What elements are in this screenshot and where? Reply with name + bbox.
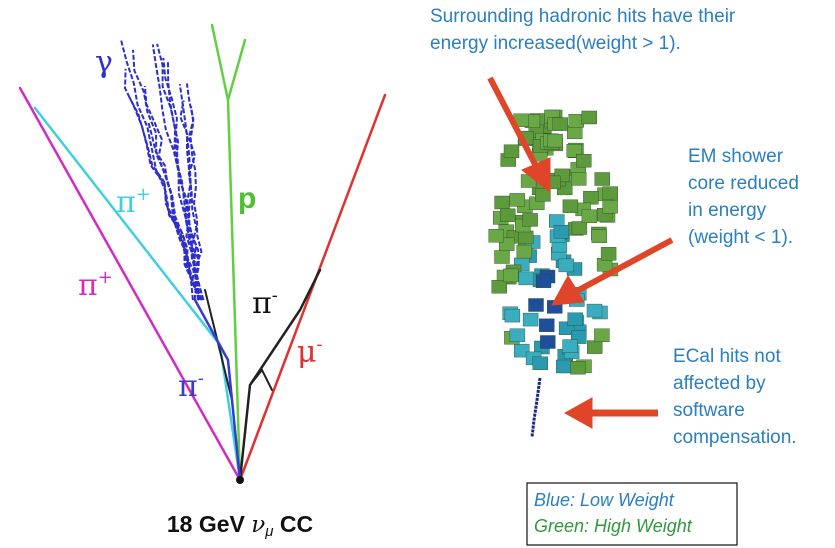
magenta-track [20,88,240,480]
hit-cube [489,229,504,242]
blue-track [195,300,240,480]
hit-cube [587,341,602,354]
annotation: Surrounding hadronic hits have their ener… [430,6,736,54]
hit-cube [539,319,554,332]
hit-cube [495,251,510,264]
hit-cube [571,361,586,374]
hit-cube [492,280,507,293]
muon-label: μ- [297,334,323,370]
label-base: μ [297,335,317,370]
hit-cube [603,200,618,213]
caption-flavor: μ [264,523,273,540]
hit-cube [519,272,534,285]
annotation-line: (weight < 1). [688,227,793,248]
label-sup: - [317,334,323,355]
hit-cube [567,126,582,139]
hit-cube [529,299,544,312]
arrow-head [565,398,592,428]
annotation-line: in energy [688,200,767,221]
figure: γ π+ p π+ π- μ- π- 18 GeV νμ CC Surround… [0,0,835,548]
legend-entry: Green: High Weight [534,516,693,536]
hit-cube [495,196,510,209]
hit-cube [576,154,591,167]
hit-cube [568,313,583,326]
gamma-shower [121,40,204,300]
hit-cube [518,231,533,244]
vertex [236,476,244,484]
label-sup: + [98,267,113,288]
hit-cube [569,114,584,127]
arrow [575,240,672,292]
ecal-hits [532,378,540,437]
annotation-line: affected by [673,373,766,394]
label-base: π [178,369,198,404]
annotation-line: energy increased(weight > 1). [430,33,681,54]
hit-cube [554,225,569,238]
hit-cube [601,247,616,260]
calorimeter-hits [489,110,618,374]
hit-cube [582,210,597,223]
label-base: π [252,286,272,321]
pion-label: π+ [116,184,151,220]
hit-cube [523,213,538,226]
hit-cube [536,275,551,288]
pion-label: π+ [78,267,113,303]
legend-entry: Blue: Low Weight [534,490,675,510]
hit-cube [517,245,532,258]
page: γ π+ p π+ π- μ- π- 18 GeV νμ CC Surround… [0,0,835,548]
hit-cube [503,269,518,282]
annotation-line: software [673,400,745,421]
annotation: ECal hits not affected by software compensa… [673,346,797,448]
hit-cube [548,134,563,147]
hit-cube [582,111,597,124]
annotation: EM shower core reduced in energy (weight < … [688,146,799,248]
label-sup: - [272,285,278,306]
gamma-label: γ [95,45,113,80]
pion-label: π- [252,285,278,321]
hit-cube [571,172,586,185]
caption-interaction: CC [280,511,313,537]
shower-strand [121,40,193,300]
annotation-line: Surrounding hadronic hits have their [430,6,736,27]
caption: 18 GeV νμ CC [167,511,313,541]
hit-cube [587,304,602,317]
caption-energy: 18 GeV [167,511,246,537]
hit-cube [510,329,525,342]
proton-label: p [238,182,256,215]
hit-cube [583,191,598,204]
hit-cube [523,313,538,326]
hit-cube [563,340,578,353]
annotation-line: compensation. [673,427,797,448]
annotation-line: EM shower [688,146,784,167]
hit-cube [540,336,555,349]
annotation-line: core reduced [688,173,799,194]
hit-cube [595,173,610,186]
hit-cube [603,187,618,200]
tracks [20,25,385,480]
hit-cube [559,259,574,272]
hit-cube [556,360,571,373]
hit-cube [500,209,515,222]
annotation-line: ECal hits not [673,346,781,367]
hit-cube [504,145,519,158]
pion-label: π- [178,368,204,404]
green-fork [228,40,245,100]
hit-cube [563,200,578,213]
label-base: π [78,268,98,303]
hit-cube [533,357,548,370]
label-base: π [116,185,136,220]
hit-cube [505,309,520,322]
black-track-3 [250,370,272,390]
green-track [212,25,240,480]
hit-cube [553,118,568,131]
label-sup: + [136,184,151,205]
hit-cube [594,329,609,342]
label-sup: - [198,368,204,389]
hit-cube [592,230,607,243]
hit-cube [510,193,525,206]
hit-cube [572,222,587,235]
caption-nu: ν [251,512,265,538]
